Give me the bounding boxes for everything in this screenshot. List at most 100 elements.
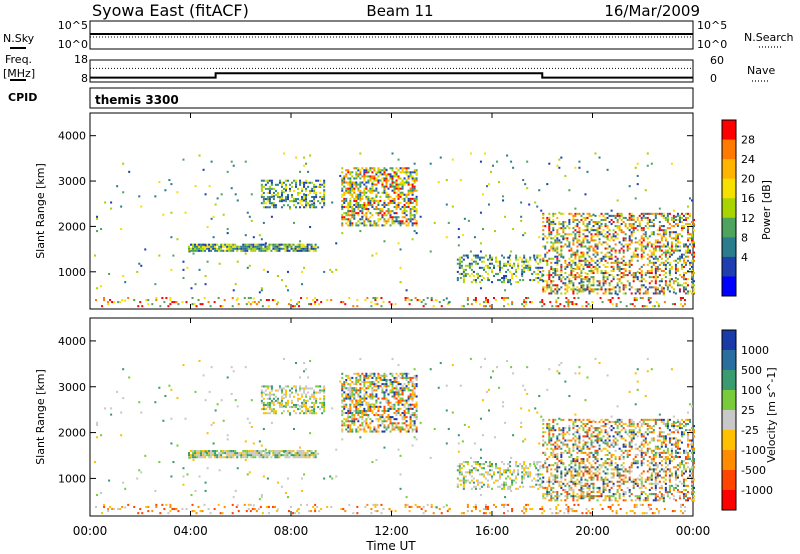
power-cell: [437, 181, 440, 184]
velocity-cell: [570, 466, 573, 469]
power-cell: [572, 269, 575, 273]
power-cell: [407, 177, 410, 180]
power-cell: [668, 261, 671, 264]
power-cell: [472, 274, 475, 278]
power-scatter: [94, 152, 696, 308]
power-cell: [535, 266, 538, 269]
power-cell: [556, 274, 559, 277]
power-cell: [640, 247, 643, 250]
velocity-cell: [568, 484, 571, 487]
power-cell: [293, 200, 296, 203]
power-cell: [243, 296, 246, 300]
power-cell: [397, 183, 400, 186]
power-cell: [688, 251, 691, 254]
velocity-cell: [633, 503, 636, 506]
velocity-cell: [552, 418, 555, 421]
power-cell: [668, 253, 671, 256]
velocity-cell: [302, 452, 305, 455]
velocity-cell: [268, 454, 271, 457]
power-cell: [286, 249, 289, 252]
power-cell: [314, 301, 317, 304]
velocity-cell: [409, 397, 412, 400]
power-cell: [693, 229, 696, 232]
power-cell: [644, 272, 647, 275]
velocity-cell: [552, 449, 555, 452]
power-cell: [484, 264, 487, 267]
power-cell: [292, 247, 295, 250]
velocity-cell: [303, 401, 306, 404]
velocity-cell: [564, 433, 567, 436]
power-cell: [628, 261, 631, 264]
velocity-cell: [274, 456, 277, 459]
power-cell: [604, 272, 607, 275]
velocity-cell: [251, 507, 254, 511]
power-cell: [397, 158, 400, 161]
nsearch-label: N.Search: [744, 31, 794, 44]
power-cell: [406, 296, 409, 300]
power-cell: [359, 222, 362, 225]
power-cell: [634, 237, 637, 240]
power-cell: [201, 303, 204, 306]
power-cell: [663, 301, 666, 304]
velocity-cell: [270, 408, 273, 411]
power-cell: [554, 255, 557, 258]
power-cell: [236, 199, 239, 202]
velocity-cell: [109, 505, 112, 508]
power-cell: [300, 243, 303, 246]
power-cell: [548, 257, 551, 260]
power-cell: [295, 200, 298, 203]
power-cell: [513, 262, 516, 265]
velocity-cell: [242, 454, 245, 457]
power-cell: [586, 253, 589, 256]
power-cell: [653, 305, 656, 308]
velocity-cell: [248, 450, 251, 453]
power-cell: [365, 169, 368, 172]
power-cell: [200, 249, 203, 252]
power-cell: [521, 268, 524, 271]
power-cell: [541, 272, 544, 275]
power-cell: [658, 292, 661, 295]
power-cell: [556, 241, 559, 244]
power-cell: [590, 218, 593, 221]
power-cell: [612, 247, 615, 250]
power-cell: [664, 251, 667, 254]
velocity-cell: [367, 376, 370, 379]
velocity-cell: [548, 464, 551, 467]
velocity-cell: [558, 484, 561, 487]
power-cell: [644, 245, 647, 248]
power-cell: [558, 233, 561, 236]
velocity-cell: [552, 482, 555, 485]
power-cell: [363, 201, 366, 204]
power-cell: [542, 238, 545, 241]
velocity-cell: [323, 408, 326, 411]
velocity-cell: [472, 467, 475, 470]
power-cell: [622, 263, 625, 266]
power-cell: [244, 160, 247, 163]
velocity-cell: [525, 503, 528, 506]
power-cell: [682, 272, 685, 275]
power-cell: [638, 223, 641, 226]
power-cell: [656, 287, 659, 290]
power-cell: [615, 305, 618, 308]
power-cell: [379, 199, 382, 202]
power-cell: [676, 214, 679, 217]
velocity-cell: [546, 480, 549, 483]
power-cell: [567, 299, 570, 302]
power-cell: [622, 239, 625, 242]
power-cell: [690, 235, 693, 238]
power-cell: [656, 241, 659, 244]
power-cell: [369, 197, 372, 200]
power-cell: [548, 286, 551, 289]
power-cell: [361, 215, 364, 218]
power-cell: [351, 171, 354, 174]
power-cell: [206, 247, 209, 250]
power-cell: [164, 189, 167, 192]
velocity-cell: [407, 411, 410, 415]
velocity-cell: [558, 466, 561, 469]
power-cell: [590, 233, 593, 236]
power-cell: [650, 286, 653, 289]
power-cell: [301, 198, 304, 201]
velocity-cell: [403, 405, 406, 408]
power-cell: [588, 278, 591, 281]
power-cell: [323, 200, 326, 203]
